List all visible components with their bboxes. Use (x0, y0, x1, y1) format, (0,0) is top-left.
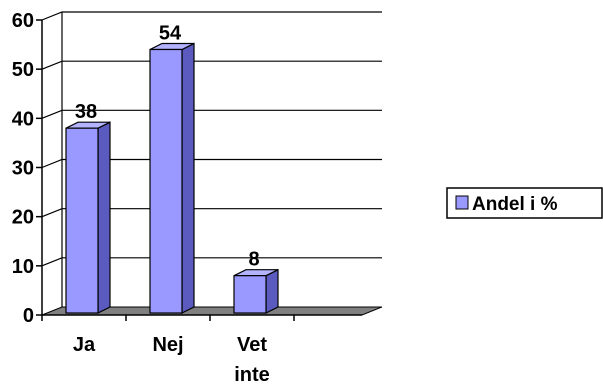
bar-side (265, 268, 279, 314)
bar-side (97, 121, 111, 314)
data-label: 8 (248, 249, 259, 271)
bar (65, 121, 111, 314)
data-labels: 38 54 8 (75, 23, 260, 271)
y-tick-label: 30 (12, 158, 34, 180)
bar-side (181, 42, 195, 314)
y-tick-label: 50 (12, 59, 34, 81)
data-label: 54 (159, 23, 182, 45)
bar (149, 42, 195, 314)
bars (65, 42, 279, 314)
y-tick-label: 0 (23, 305, 34, 327)
gridline (41, 60, 382, 70)
y-axis-ticks: 0 10 20 30 40 50 60 (12, 10, 295, 327)
legend-box (446, 187, 603, 219)
bar-front (149, 48, 183, 314)
category-label: Vet inte (234, 334, 270, 386)
category-label: Ja (73, 334, 96, 356)
data-label: 38 (75, 101, 97, 123)
y-tick-label: 40 (12, 108, 34, 130)
y-tick-label: 60 (12, 10, 34, 32)
legend-label: Andel i % (472, 194, 558, 215)
bar-front (233, 275, 267, 314)
bar (233, 268, 279, 314)
legend: Andel i % (446, 187, 603, 219)
category-label: Nej (152, 334, 183, 356)
gridline (41, 11, 382, 21)
y-tick-label: 20 (12, 207, 34, 229)
bar-front (65, 127, 99, 314)
y-tick-label: 10 (12, 256, 34, 278)
category-labels: Ja Nej Vet inte (73, 334, 270, 386)
legend-swatch (455, 195, 469, 210)
